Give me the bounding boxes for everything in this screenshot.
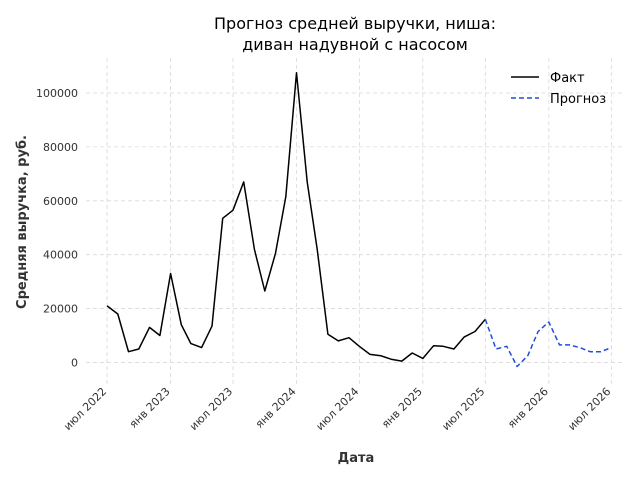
- x-tick-label: июл 2022: [61, 385, 109, 433]
- chart-title-line-1: Прогноз средней выручки, ниша:: [214, 14, 496, 33]
- x-tick-label: янв 2024: [253, 385, 299, 431]
- y-tick-label: 100000: [36, 87, 78, 100]
- x-tick-label: янв 2023: [127, 385, 173, 431]
- y-tick-label: 60000: [43, 195, 78, 208]
- x-tick-label: июл 2023: [187, 385, 235, 433]
- y-tick-label: 80000: [43, 141, 78, 154]
- series-lines: [106, 72, 612, 368]
- legend-label-forecast: Прогноз: [550, 92, 606, 107]
- series-line-forecast: [484, 319, 612, 368]
- y-tick-label: 40000: [43, 249, 78, 262]
- legend-label-fact: Факт: [550, 71, 585, 86]
- legend: Факт Прогноз: [511, 71, 606, 107]
- y-tick-label: 20000: [43, 303, 78, 316]
- series-line-fact: [106, 72, 486, 362]
- x-tick-label: июл 2026: [565, 385, 613, 433]
- x-axis-label: Дата: [338, 451, 375, 466]
- y-axis-label: Средняя выручка, руб.: [15, 135, 30, 309]
- y-tick-label: 0: [71, 356, 78, 369]
- x-tick-label: июл 2024: [313, 385, 361, 433]
- x-tick-label: июл 2025: [439, 385, 487, 433]
- x-tick-labels: июл 2022 янв 2023 июл 2023 янв 2024 июл 2024…: [61, 385, 613, 433]
- grid: [86, 58, 622, 384]
- x-tick-label: янв 2026: [505, 385, 551, 431]
- y-tick-labels: 0 20000 40000 60000 80000 100000: [36, 87, 78, 369]
- chart-title-line-2: диван надувной с насосом: [242, 35, 468, 54]
- x-tick-label: янв 2025: [379, 385, 425, 431]
